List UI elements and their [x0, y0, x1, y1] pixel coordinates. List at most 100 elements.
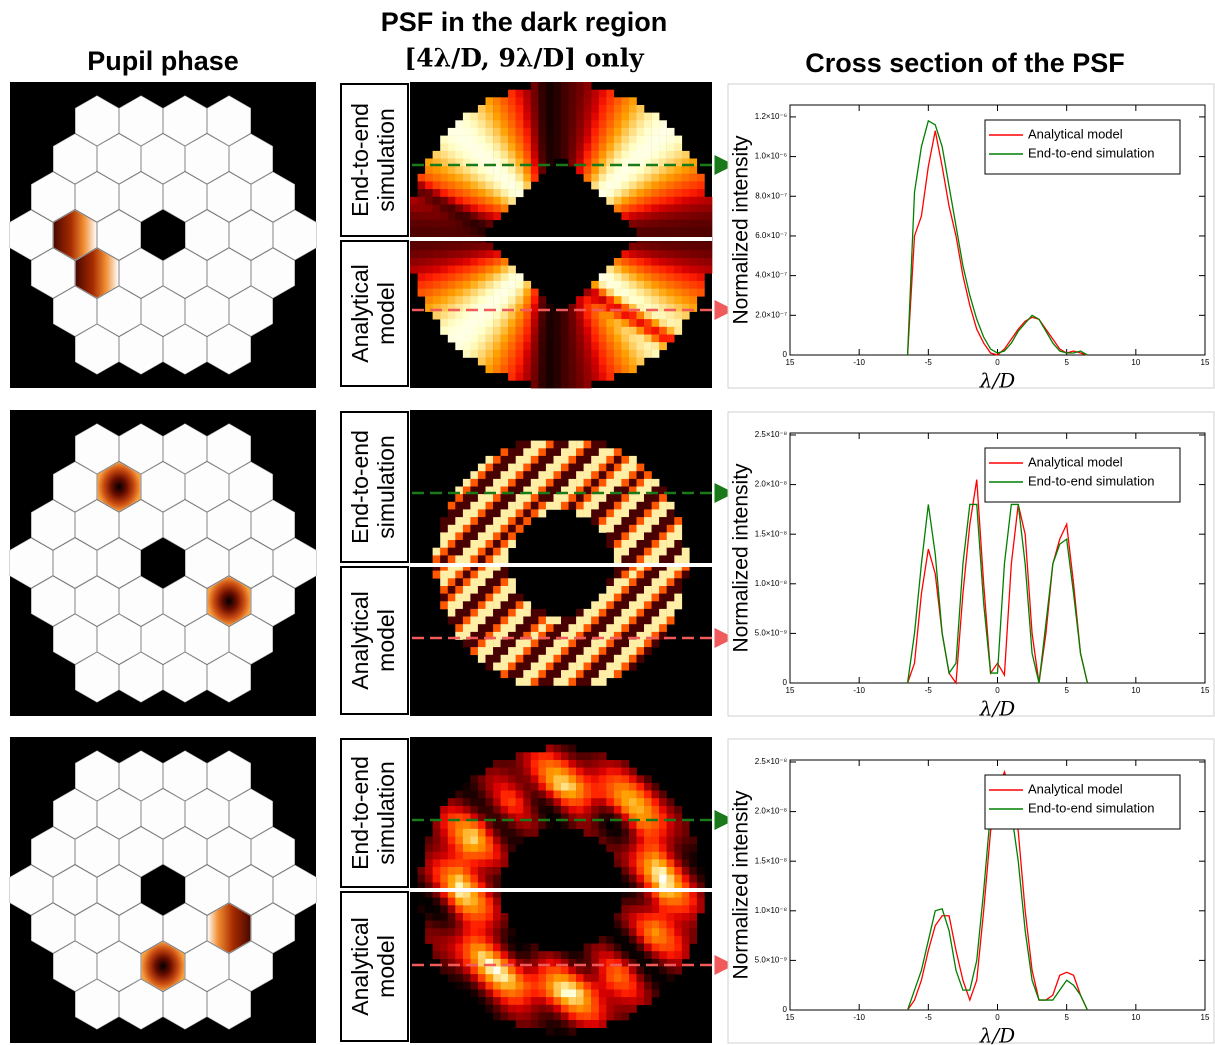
psf-pixel — [538, 997, 546, 1005]
psf-pixel — [621, 997, 629, 1005]
psf-pixel — [493, 327, 501, 335]
psf-pixel — [569, 120, 577, 128]
psf-pixel — [599, 312, 607, 320]
psf-pixel — [629, 509, 637, 517]
psf-pixel — [591, 373, 599, 381]
psf-pixel — [493, 867, 501, 875]
psf-pixel — [440, 928, 448, 936]
psf-pixel — [493, 532, 501, 540]
psf-pixel — [652, 783, 660, 791]
psf-pixel — [440, 875, 448, 883]
psf-pixel — [523, 151, 531, 159]
psf-pixel — [614, 517, 622, 525]
psf-pixel — [433, 258, 441, 266]
psf-pixel — [629, 663, 637, 671]
psf-pixel — [569, 350, 577, 358]
psf-pixel — [629, 479, 637, 487]
x-tick-label: 10 — [1131, 686, 1140, 695]
psf-pixel — [629, 312, 637, 320]
psf-pixel — [621, 867, 629, 875]
psf-pixel — [486, 829, 494, 837]
psf-pixel — [433, 905, 441, 913]
psf-pixel — [486, 974, 494, 982]
psf-pixel — [538, 479, 546, 487]
psf-pixel — [644, 189, 652, 197]
psf-pixel — [478, 837, 486, 845]
psf-pixel — [561, 967, 569, 975]
psf-pixel — [591, 783, 599, 791]
psf-pixel — [637, 601, 645, 609]
psf-pixel — [486, 898, 494, 906]
psf-pixel — [644, 143, 652, 151]
psf-pixel — [599, 151, 607, 159]
psf-pixel — [486, 798, 494, 806]
psf-pixel — [637, 250, 645, 258]
psf-pixel — [614, 532, 622, 540]
psf-pixel — [614, 982, 622, 990]
psf-pixel — [629, 151, 637, 159]
psf-pixel — [523, 990, 531, 998]
psf-pixel — [629, 464, 637, 472]
psf-pixel — [554, 624, 562, 632]
psf-pixel — [538, 982, 546, 990]
x-axis-label: λ/D — [979, 369, 1015, 393]
psf-pixel — [501, 829, 509, 837]
psf-pixel — [644, 502, 652, 510]
psf-pixel — [629, 517, 637, 525]
psf-pixel — [561, 471, 569, 479]
psf-pixel — [463, 555, 471, 563]
psf-pixel — [501, 647, 509, 655]
psf-pixel — [667, 852, 675, 860]
psf-pixel — [599, 640, 607, 648]
psf-pixel — [463, 289, 471, 297]
psf-pixel — [486, 783, 494, 791]
psf-pixel — [455, 220, 463, 228]
psf-pixel — [614, 258, 622, 266]
psf-pixel — [591, 791, 599, 799]
psf-pixel — [546, 806, 554, 814]
psf-pixel — [689, 174, 697, 182]
psf-pixel — [546, 502, 554, 510]
psf-pixel — [576, 1020, 584, 1028]
legend-label: End-to-end simulation — [1028, 473, 1154, 488]
psf-pixel — [629, 128, 637, 136]
psf-pixel — [614, 136, 622, 144]
psf-pixel — [659, 982, 667, 990]
psf-pixel — [508, 601, 516, 609]
psf-pixel — [606, 1012, 614, 1020]
psf-pixel — [629, 258, 637, 266]
psf-pixel — [546, 357, 554, 365]
psf-pixel — [470, 471, 478, 479]
psf-pixel — [508, 373, 516, 381]
psf-pixel — [425, 921, 433, 929]
psf-pixel — [591, 655, 599, 663]
psf-pixel — [463, 258, 471, 266]
psf-pixel — [538, 663, 546, 671]
psf-pixel — [637, 197, 645, 205]
psf-pixel — [425, 844, 433, 852]
psf-pixel — [493, 578, 501, 586]
psf-pixel — [546, 448, 554, 456]
psf-pixel — [682, 867, 690, 875]
psf-pixel — [682, 905, 690, 913]
psf-pixel — [516, 441, 524, 449]
psf-pixel — [621, 821, 629, 829]
psf-pixel — [448, 578, 456, 586]
psf-pixel — [606, 821, 614, 829]
psf-pixel — [448, 212, 456, 220]
psf-pixel — [508, 289, 516, 297]
psf-pixel — [493, 335, 501, 343]
psf-pixel — [486, 456, 494, 464]
psf-pixel — [614, 798, 622, 806]
psf-pixel — [621, 898, 629, 906]
psf-pixel — [637, 852, 645, 860]
psf-pixel — [523, 1020, 531, 1028]
psf-pixel — [478, 852, 486, 860]
psf-pixel — [440, 578, 448, 586]
pupil-panel — [9, 737, 316, 1043]
psf-pixel — [682, 151, 690, 159]
psf-pixel — [621, 296, 629, 304]
psf-pixel — [569, 967, 577, 975]
psf-pixel — [584, 327, 592, 335]
psf-pixel — [455, 502, 463, 510]
